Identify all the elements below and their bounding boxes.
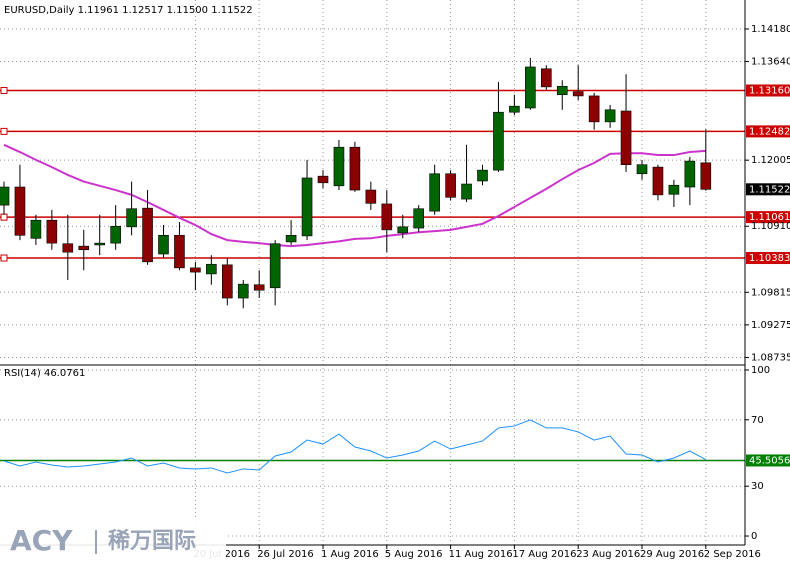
x-tick-label: 26 Jul 2016	[257, 549, 314, 560]
candle-body	[477, 169, 488, 182]
x-tick-label: 2 Sep 2016	[704, 549, 761, 560]
level-label: 1.10383	[749, 253, 790, 264]
candle-body	[397, 226, 409, 234]
candle-body	[14, 186, 26, 236]
candle-body	[30, 219, 42, 239]
candle-body	[604, 109, 616, 123]
candle-body	[190, 267, 201, 273]
last-price-label: 1.11522	[749, 184, 790, 195]
candle-body	[413, 208, 425, 229]
level-label: 45.5056	[749, 455, 790, 466]
x-tick-label: 29 Aug 2016	[640, 549, 704, 560]
candle-body	[142, 207, 153, 263]
candle-body	[365, 189, 377, 204]
candle-body	[62, 243, 74, 253]
x-tick-label: 17 Aug 2016	[512, 549, 576, 560]
candle-body	[525, 66, 536, 109]
watermark-bg	[0, 520, 226, 564]
y-tick-label: 1.10910	[751, 221, 790, 232]
level-handle	[0, 213, 8, 221]
y-tick-label: 1.13640	[751, 57, 790, 68]
level-label-bg	[746, 252, 790, 265]
level-label-bg	[746, 84, 790, 97]
x-tick-label: 5 Aug 2016	[385, 549, 443, 560]
candle-body	[253, 284, 265, 291]
x-tick-label: 23 Aug 2016	[576, 549, 640, 560]
candle-body	[509, 105, 520, 113]
chart-title: EURUSD,Daily 1.11961 1.12517 1.11500 1.1…	[4, 5, 253, 16]
watermark-brand: ACY	[10, 524, 73, 557]
level-label-bg	[746, 211, 790, 224]
candle-body	[126, 208, 137, 228]
candle-body	[429, 173, 440, 212]
candle-body	[636, 164, 648, 175]
candle-body	[78, 245, 90, 251]
watermark-name: 稀万国际	[108, 528, 196, 554]
candle-body	[206, 263, 217, 275]
candle-body	[110, 225, 121, 244]
y-tick-label: 1.14180	[751, 24, 790, 35]
level-handle	[0, 254, 8, 262]
candle-body	[588, 95, 600, 123]
candle-body	[652, 166, 664, 196]
candle-body	[461, 183, 472, 200]
level-label: 1.13160	[749, 85, 790, 96]
candle-body	[158, 234, 169, 255]
candle-body	[222, 264, 233, 299]
candle-body	[46, 219, 58, 244]
candle-body	[94, 242, 105, 246]
candle-body	[493, 111, 504, 171]
candle-body	[556, 85, 568, 96]
y-tick-label: 70	[751, 415, 764, 426]
candle-body	[684, 160, 696, 188]
level-handle	[0, 86, 8, 94]
x-tick-label: 1 Aug 2016	[321, 549, 379, 560]
candle-body	[381, 203, 393, 231]
candle-body	[572, 91, 584, 97]
level-label-bg	[746, 125, 790, 138]
level-label: 1.11061	[749, 212, 790, 223]
y-tick-label: 30	[751, 481, 764, 492]
candle-body	[301, 177, 313, 237]
x-tick-label: 11 Aug 2016	[449, 549, 513, 560]
y-tick-label: 100	[751, 365, 770, 376]
y-tick-label: 0	[751, 531, 757, 542]
candle-body	[174, 234, 185, 269]
y-tick-label: 1.08735	[751, 352, 790, 363]
y-tick-label: 1.12005	[751, 155, 790, 166]
candle-body	[333, 146, 345, 187]
candle-body	[237, 283, 249, 299]
candle-body	[269, 243, 281, 289]
last-price-bg	[746, 183, 790, 196]
candle-body	[620, 110, 632, 166]
candle-body	[668, 184, 680, 195]
candle-body	[540, 68, 552, 88]
rsi-line	[3, 419, 707, 474]
level-handle	[0, 127, 8, 135]
candle-body	[0, 186, 10, 206]
level-label: 1.12482	[749, 126, 790, 137]
moving-average	[3, 143, 706, 248]
indicator-title: RSI(14) 46.0761	[4, 368, 85, 379]
candle-body	[700, 162, 712, 190]
y-tick-label: 1.09815	[751, 287, 790, 298]
level-label-bg	[746, 454, 790, 467]
watermark: ACY 稀万国际	[0, 520, 226, 564]
candle-body	[285, 234, 297, 243]
y-tick-label: 1.09275	[751, 320, 790, 331]
candle-body	[349, 146, 361, 191]
candle-body	[445, 173, 456, 198]
candle-body	[317, 175, 329, 184]
